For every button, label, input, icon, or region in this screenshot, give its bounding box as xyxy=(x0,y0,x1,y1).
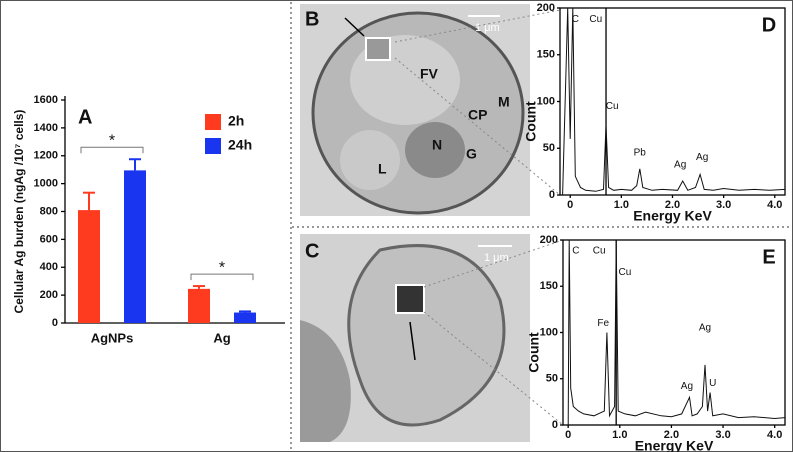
y-axis-label: Cellular Ag burden (ngAg /10⁷ cells) xyxy=(12,110,26,314)
scale-label: 1 μm xyxy=(475,22,500,34)
y-tick-label: 50 xyxy=(546,373,558,385)
y-axis-label: Count xyxy=(526,332,542,373)
x-tick-label: 1.0 xyxy=(612,429,627,441)
organelle-label: L xyxy=(378,161,387,177)
peak-label: C xyxy=(572,246,579,257)
x-axis-label: Energy KeV xyxy=(635,438,714,452)
x-tick-label: 4.0 xyxy=(767,429,782,441)
organelle-label: CP xyxy=(468,107,487,123)
panel-label: D xyxy=(762,14,776,36)
y-tick-label: 200 xyxy=(540,234,558,246)
nucleus xyxy=(405,122,465,178)
y-tick-label: 100 xyxy=(537,95,555,107)
arrow xyxy=(344,17,365,37)
legend-label: 2h xyxy=(228,113,244,129)
panel-label: B xyxy=(305,8,319,30)
significance-label: * xyxy=(219,259,225,276)
cell xyxy=(347,244,506,427)
micrograph-b: B 1 μm FV CP M N G L xyxy=(300,4,530,216)
organelle-label: FV xyxy=(420,66,439,82)
peak-label: Ag xyxy=(681,381,693,392)
spectrum xyxy=(562,7,786,196)
organelle-label: N xyxy=(432,137,442,153)
y-tick-label: 1600 xyxy=(34,94,58,106)
y-tick-label: 1000 xyxy=(34,178,58,190)
x-tick-label: Ag xyxy=(213,330,230,345)
arrow xyxy=(409,321,416,361)
x-tick-label: 4.0 xyxy=(767,199,782,211)
peak-label: U xyxy=(709,378,716,389)
bar xyxy=(234,312,256,323)
bar xyxy=(78,210,100,323)
bar xyxy=(124,170,146,323)
micrograph-c: C 1 μm xyxy=(300,234,530,442)
y-tick-label: 600 xyxy=(40,233,58,245)
y-axis-label: Count xyxy=(523,101,539,142)
y-tick-label: 800 xyxy=(40,205,58,217)
spectrum xyxy=(567,239,786,426)
peak-label: Cu xyxy=(606,101,619,112)
plot-frame xyxy=(562,239,786,426)
legend-label: 24h xyxy=(228,137,252,153)
x-axis-label: Energy KeV xyxy=(633,208,712,224)
inset-box xyxy=(365,37,391,61)
peak-label: Ag xyxy=(674,160,686,171)
x-tick-label: 3.0 xyxy=(715,429,730,441)
y-tick-label: 0 xyxy=(552,419,558,431)
peak-label: C xyxy=(572,14,579,25)
peak-label: Pb xyxy=(634,148,647,159)
x-tick-label: 1.0 xyxy=(614,199,629,211)
x-tick-label: 2.0 xyxy=(664,429,679,441)
x-tick-label: 0 xyxy=(567,199,573,211)
x-tick-label: AgNPs xyxy=(91,330,134,345)
organelle-label: G xyxy=(466,146,477,162)
y-tick-label: 150 xyxy=(540,280,558,292)
x-tick-label: 2.0 xyxy=(665,199,680,211)
x-tick-label: 0 xyxy=(565,429,571,441)
scale-label: 1 μm xyxy=(484,252,509,264)
x-tick-label: 3.0 xyxy=(716,199,731,211)
y-tick-label: 50 xyxy=(543,142,555,154)
peak-label: Ag xyxy=(696,152,708,163)
panel-label: C xyxy=(305,240,319,262)
cell xyxy=(300,320,351,442)
y-tick-label: 0 xyxy=(549,189,555,201)
inset-box xyxy=(395,284,425,314)
y-tick-label: 150 xyxy=(537,49,555,61)
panel-label: A xyxy=(78,106,92,128)
organelle-label: M xyxy=(498,94,510,110)
significance-bracket xyxy=(80,146,144,154)
y-tick-label: 100 xyxy=(540,326,558,338)
panel-label: E xyxy=(762,246,775,268)
organelle xyxy=(340,130,400,190)
y-tick-label: 1400 xyxy=(34,122,58,134)
connector xyxy=(394,9,561,43)
peak-label: Fe xyxy=(597,318,609,329)
peak-label: Cu xyxy=(593,246,606,257)
y-tick-label: 0 xyxy=(52,317,58,329)
y-tick-label: 200 xyxy=(537,2,555,14)
connector xyxy=(394,57,561,196)
legend-swatch xyxy=(205,138,221,154)
bar xyxy=(188,288,210,323)
peak-label: Ag xyxy=(699,323,711,334)
significance-bracket xyxy=(190,273,254,281)
peak-label: Cu xyxy=(619,267,632,278)
peak-label: Cu xyxy=(589,14,602,25)
plot-frame xyxy=(559,7,786,196)
y-tick-label: 400 xyxy=(40,261,58,273)
y-tick-label: 200 xyxy=(40,289,58,301)
significance-label: * xyxy=(109,132,115,149)
y-tick-label: 1200 xyxy=(34,150,58,162)
legend-swatch xyxy=(205,114,221,130)
